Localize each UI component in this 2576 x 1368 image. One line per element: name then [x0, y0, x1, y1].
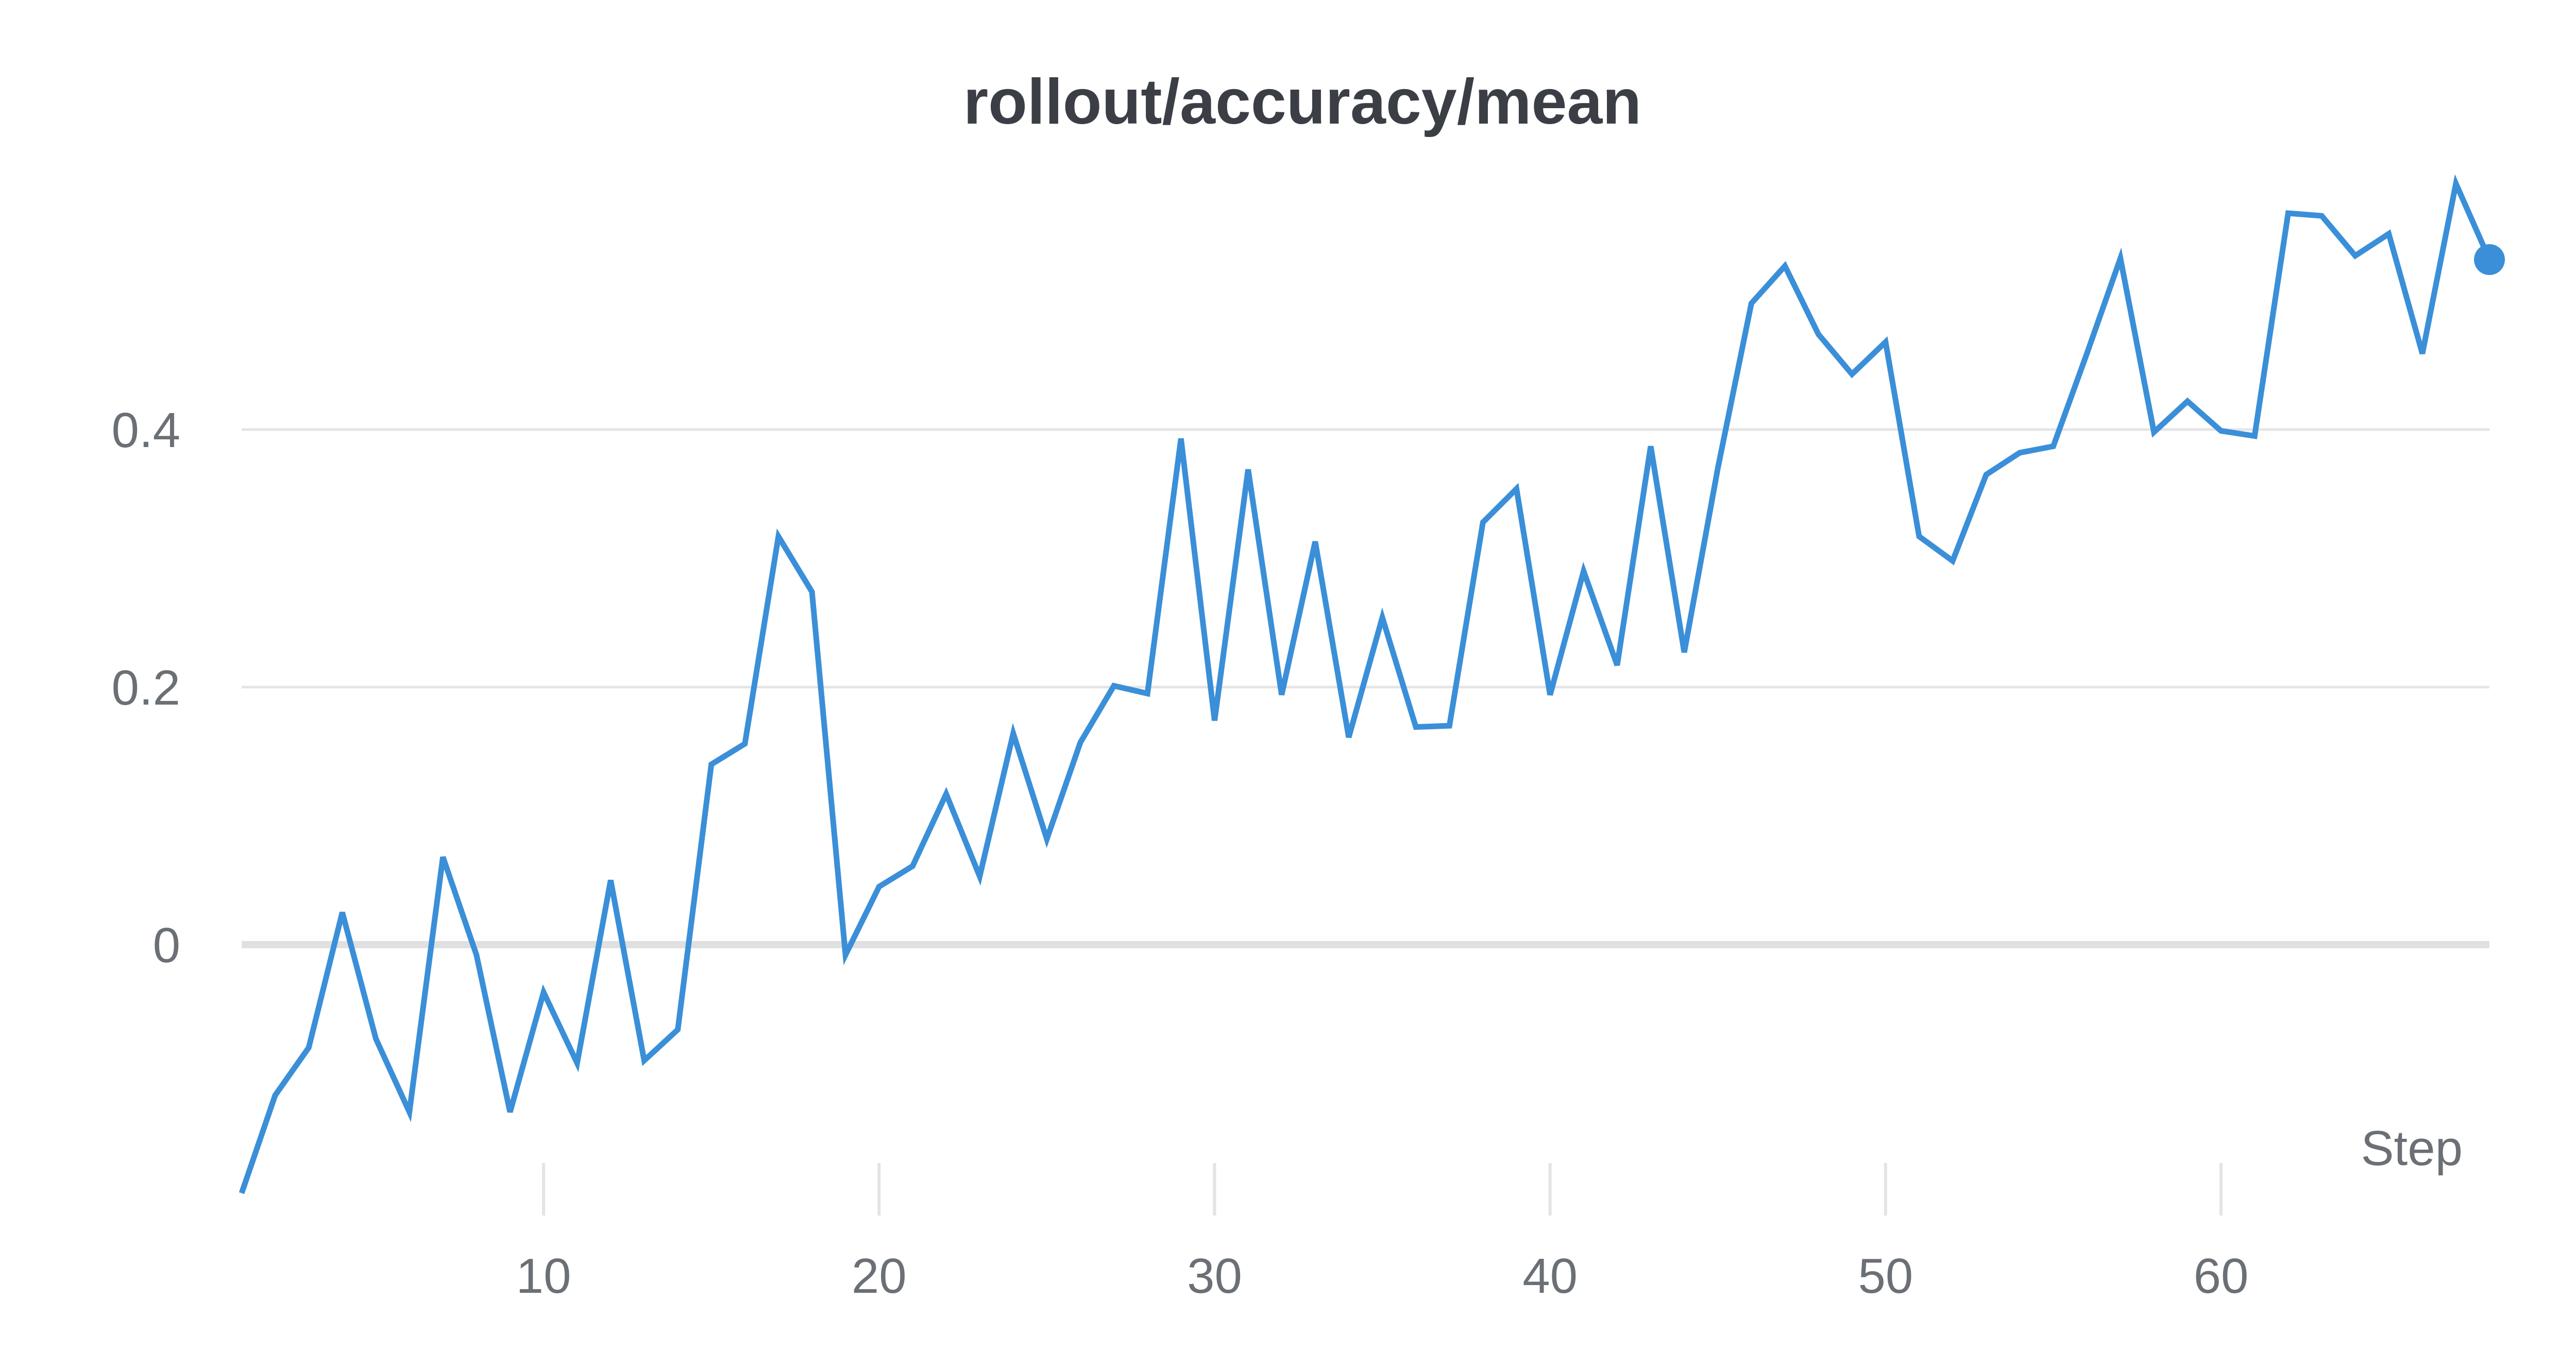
x-tick-label: 10: [516, 1249, 571, 1304]
x-tick-label: 40: [1522, 1249, 1578, 1304]
x-axis-label: Step: [2361, 1121, 2463, 1176]
x-tick-label: 30: [1187, 1249, 1242, 1304]
series-line: [239, 174, 2493, 1194]
x-tick-label: 50: [1858, 1249, 1913, 1304]
axis-ticks: [542, 1163, 2223, 1216]
data-points: [2474, 244, 2505, 275]
y-tick-label: 0.2: [112, 660, 180, 715]
chart-title: rollout/accuracy/mean: [963, 66, 1641, 138]
x-tick-label: 60: [2194, 1249, 2249, 1304]
last-point-marker: [2474, 244, 2505, 275]
series-layer: [239, 174, 2493, 1194]
y-tick-label: 0.4: [112, 403, 180, 458]
x-tick-label: 20: [852, 1249, 907, 1304]
y-tick-label: 0: [153, 918, 180, 973]
tick-labels: 0 0.2 0.4 10 20 30 40 50 60: [112, 403, 2249, 1304]
